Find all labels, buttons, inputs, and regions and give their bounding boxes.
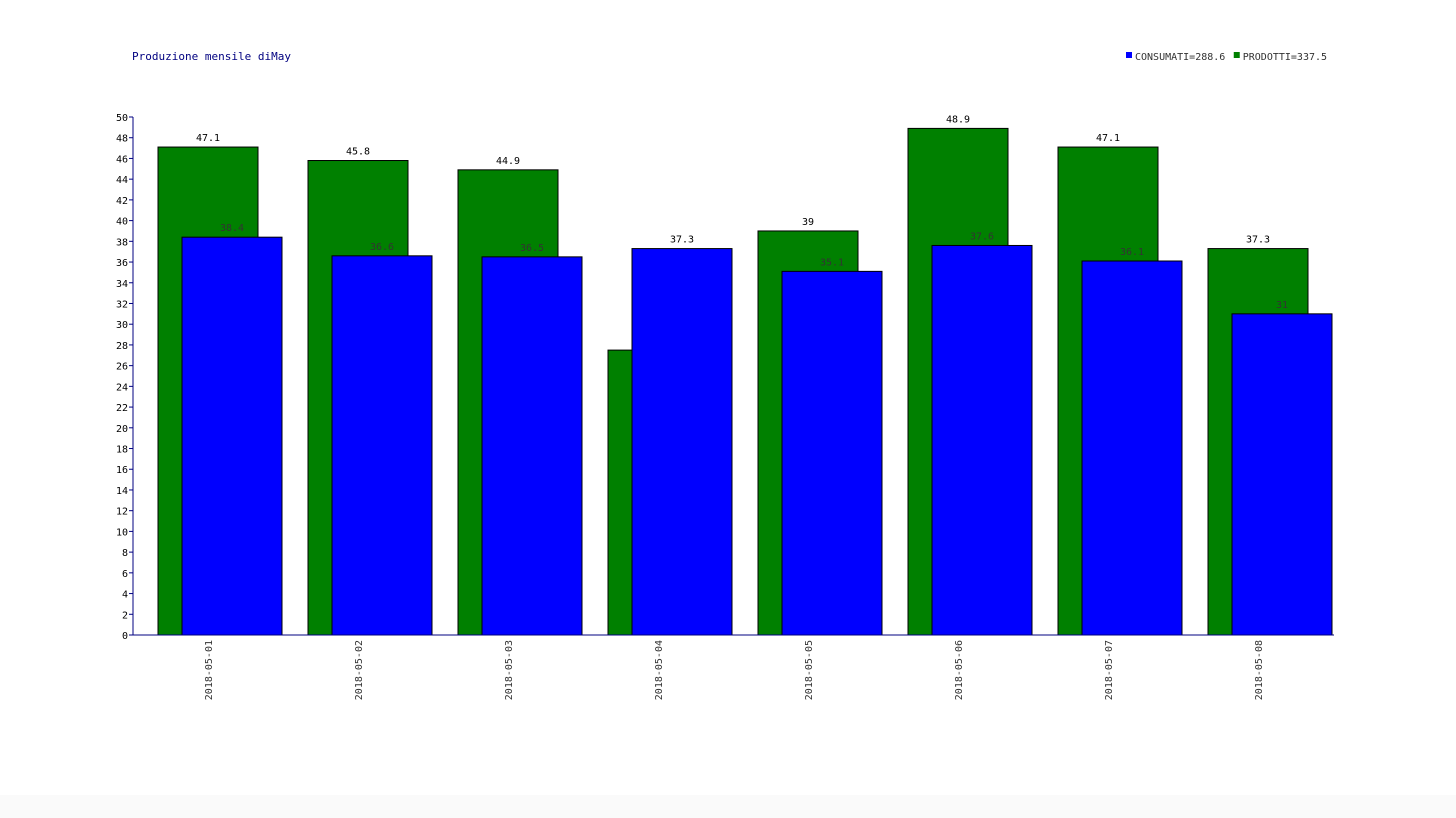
- value-label-consumati-2018-05-08: 31: [1276, 300, 1288, 311]
- y-tick-label: 4: [122, 590, 128, 601]
- y-tick-label: 48: [116, 134, 128, 145]
- bar-consumati-2018-05-04: [631, 248, 733, 636]
- footer-strip: [0, 795, 1456, 818]
- value-label-prodotti-2018-05-03: 44.9: [496, 156, 520, 167]
- x-tick-label-2018-05-05: 2018-05-05: [804, 640, 815, 700]
- y-tick-label: 2: [122, 610, 128, 621]
- bar-consumati-2018-05-02: [331, 255, 433, 636]
- legend-label-prodotti: PRODOTTI=337.5: [1243, 52, 1327, 63]
- y-tick-label: 14: [116, 486, 128, 497]
- y-tick-label: 44: [116, 175, 128, 186]
- value-label-prodotti-2018-05-05: 39: [802, 217, 814, 228]
- y-tick-label: 50: [116, 113, 128, 124]
- bars-group: [157, 127, 1333, 636]
- bar-consumati-2018-05-07: [1081, 260, 1183, 636]
- y-tick-label: 12: [116, 507, 128, 518]
- value-label-prodotti-2018-05-06: 48.9: [946, 114, 970, 125]
- legend: CONSUMATI=288.6 PRODOTTI=337.5: [1126, 52, 1327, 63]
- bar-consumati-2018-05-08: [1231, 313, 1333, 636]
- y-tick-label: 46: [116, 154, 128, 165]
- y-tick-label: 28: [116, 341, 128, 352]
- y-tick-label: 30: [116, 320, 128, 331]
- x-tick-label-2018-05-01: 2018-05-01: [204, 640, 215, 700]
- y-tick-label: 18: [116, 445, 128, 456]
- x-tick-label-2018-05-02: 2018-05-02: [354, 640, 365, 700]
- value-label-prodotti-2018-05-04: 37.3: [670, 235, 694, 246]
- value-label-consumati-2018-05-01: 38.4: [220, 223, 244, 234]
- bar-consumati-2018-05-01: [181, 236, 283, 636]
- y-axis: 0246810121416182022242628303234363840424…: [116, 113, 134, 642]
- y-tick-label: 40: [116, 217, 128, 228]
- value-label-consumati-2018-05-06: 37.6: [970, 231, 994, 242]
- y-tick-label: 24: [116, 382, 128, 393]
- x-tick-label-2018-05-07: 2018-05-07: [1104, 640, 1115, 700]
- legend-label-consumati: CONSUMATI=288.6: [1135, 52, 1225, 63]
- value-label-prodotti-2018-05-08: 37.3: [1246, 235, 1270, 246]
- x-tick-label-2018-05-04: 2018-05-04: [654, 640, 665, 700]
- y-tick-label: 0: [122, 631, 128, 642]
- y-tick-label: 8: [122, 548, 128, 559]
- x-tick-label-2018-05-03: 2018-05-03: [504, 640, 515, 700]
- bar-consumati-2018-05-05: [781, 270, 883, 636]
- y-tick-label: 32: [116, 299, 128, 310]
- y-tick-label: 36: [116, 258, 128, 269]
- y-tick-label: 42: [116, 196, 128, 207]
- legend-swatch-prodotti: [1233, 52, 1240, 58]
- x-tick-label-2018-05-06: 2018-05-06: [954, 640, 965, 700]
- y-tick-label: 38: [116, 237, 128, 248]
- legend-swatch-consumati: [1126, 52, 1132, 58]
- y-tick-label: 26: [116, 362, 128, 373]
- y-tick-label: 22: [116, 403, 128, 414]
- value-label-prodotti-2018-05-01: 47.1: [196, 133, 220, 144]
- y-tick-label: 34: [116, 279, 128, 290]
- bar-consumati-2018-05-06: [931, 244, 1033, 636]
- x-axis: 2018-05-01 2018-05-02 2018-05-03 2018-05-04…: [133, 634, 1334, 700]
- x-tick-label-2018-05-08: 2018-05-08: [1254, 640, 1265, 700]
- bar-consumati-2018-05-03: [481, 256, 583, 636]
- value-label-consumati-2018-05-02: 36.6: [370, 242, 394, 253]
- y-tick-label: 20: [116, 424, 128, 435]
- value-label-consumati-2018-05-03: 36.5: [520, 243, 544, 254]
- y-tick-label: 6: [122, 569, 128, 580]
- y-tick-label: 10: [116, 527, 128, 538]
- value-label-prodotti-2018-05-02: 45.8: [346, 147, 370, 158]
- y-tick-label: 16: [116, 465, 128, 476]
- value-label-consumati-2018-05-07: 36.1: [1120, 247, 1144, 258]
- value-label-prodotti-2018-05-07: 47.1: [1096, 133, 1120, 144]
- value-label-consumati-2018-05-05: 35.1: [820, 257, 844, 268]
- value-labels-group: 47.1 45.8 44.9 37.3 39 48.9 47.1 37.3 38.4 36.6 36…: [196, 114, 1288, 310]
- chart-title: Produzione mensile diMay: [132, 50, 291, 63]
